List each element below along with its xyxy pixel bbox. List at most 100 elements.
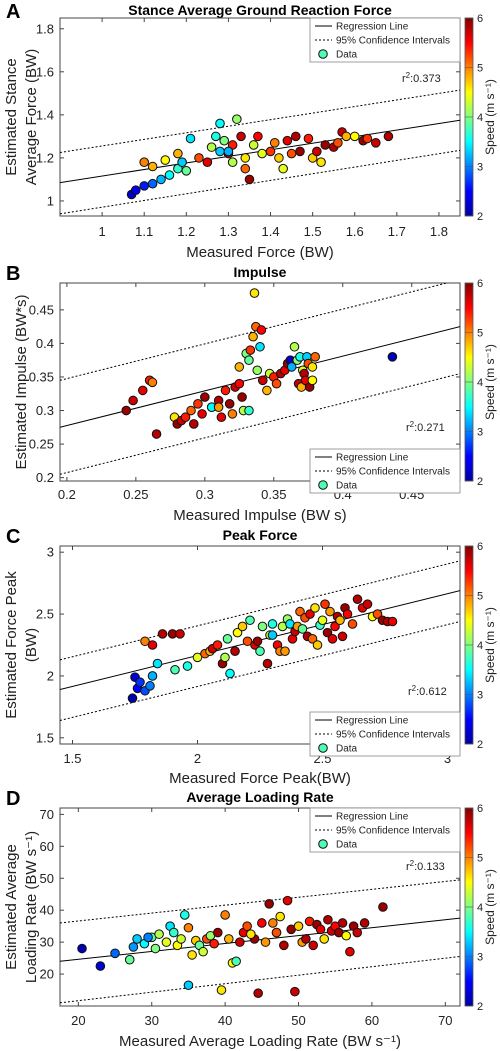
data-point [290,131,301,142]
data-point [223,146,234,157]
data-point [143,932,153,943]
panel-b: B Impulse 0.2 0.25 0.3 0.35 0.4 0.45 0.2 0.25 0.3 0… [6,263,497,524]
data-point [244,355,254,365]
data-point [341,930,352,941]
x-tick-label: 0.3 [196,487,214,502]
plot-content [60,89,460,215]
y-tick-label: 1.6 [36,64,54,79]
data-point [337,631,348,642]
legend-box [309,448,461,494]
x-tick-label: 1.7 [388,224,406,239]
y-tick-label: 0.45 [29,302,54,317]
data-point [220,652,230,663]
data-point [347,619,358,629]
data-point [180,412,191,423]
data-point [156,174,166,185]
colorbar-tick-label: 5 [477,853,483,865]
y-tick-label: 3 [47,545,54,560]
data-point [323,914,333,925]
data-point [295,606,305,617]
legend: Regression Line 95% Confidence Intervals D… [309,807,461,853]
x-tick-label: 70 [438,1013,452,1028]
data-point [267,630,278,640]
ci-lower-line [60,621,460,721]
y-tick-label: 30 [40,935,54,950]
x-axis-label: Measured Force (BW) [186,244,334,261]
data-point [198,946,208,957]
data-point [307,375,318,386]
colorbar-tick-label: 5 [477,591,483,603]
data-point [147,377,158,388]
legend-label: 95% Confidence Intervals [336,36,450,47]
data-point [130,185,141,195]
panel-letter: B [6,263,20,285]
data-point [183,980,194,991]
data-point [215,146,225,157]
legend-label: Data [336,744,358,755]
data-point [274,153,284,163]
data-point [227,157,238,167]
legend-box [309,17,461,63]
data-point [237,621,248,632]
data-point [269,138,280,148]
data-point [257,375,268,386]
y-tick-label: 60 [40,839,54,854]
colorbar-tick-label: 3 [477,162,483,174]
data-point [312,146,322,157]
data-point [342,609,353,619]
data-point [322,627,333,638]
colorbar-tick-label: 2 [477,476,483,488]
x-tick-label: 20 [71,1013,85,1028]
panel-d: D Average Loading Rate 20 30 40 50 60 70 20 30 40 5… [3,788,497,1050]
data-point [282,895,293,906]
colorbar-tick-label: 3 [477,952,483,964]
data-point [245,345,256,355]
data-point [139,181,150,191]
data-point [220,910,230,920]
colorbar-tick-label: 4 [477,902,483,914]
x-tick-label: 40 [218,1013,232,1028]
data-point [359,918,370,928]
y-axis-label: Estimated Impulse (BW*s) [13,294,30,469]
y-tick-label: 0.25 [29,437,54,452]
data-point [242,636,253,647]
data-point [139,157,150,167]
y-tick-label: 1.8 [36,21,54,36]
legend-label: Regression Line [336,453,409,464]
data-point [372,609,383,619]
data-point [262,385,272,396]
legend-label: Regression Line [336,22,409,33]
data-point [245,615,255,626]
data-point [268,918,278,928]
data-point [253,988,263,999]
data-point [271,378,282,389]
colorbar-label: Speed (m s⁻¹) [483,344,497,420]
y-tick-label: 2 [47,668,54,683]
y-tick-label: 40 [40,903,54,918]
data-point [194,153,204,163]
legend-data-swatch [318,49,328,59]
data-point [312,640,323,650]
data-point [253,131,263,142]
data-point [345,946,355,957]
colorbar-tick-label: 4 [477,640,483,652]
colorbar-tick-label: 3 [477,690,483,702]
data-point [362,599,373,609]
data-point [193,399,203,409]
chart-title: Impulse [234,264,287,280]
x-tick-label: 1.5 [63,751,81,766]
y-tick-label: 0.4 [36,336,54,351]
data-point [230,646,240,656]
data-point [257,148,267,159]
data-point [164,170,175,180]
data-point [219,135,230,146]
regression-line [60,917,460,962]
data-point [222,634,233,644]
r-squared-label: r2:0.133 [406,859,445,873]
x-tick-label: 0.25 [123,487,148,502]
data-point [330,621,340,632]
ci-lower-line [60,956,460,1004]
data-point [286,148,297,159]
x-tick-label: 1.1 [135,224,153,239]
ci-upper-line [60,879,460,924]
